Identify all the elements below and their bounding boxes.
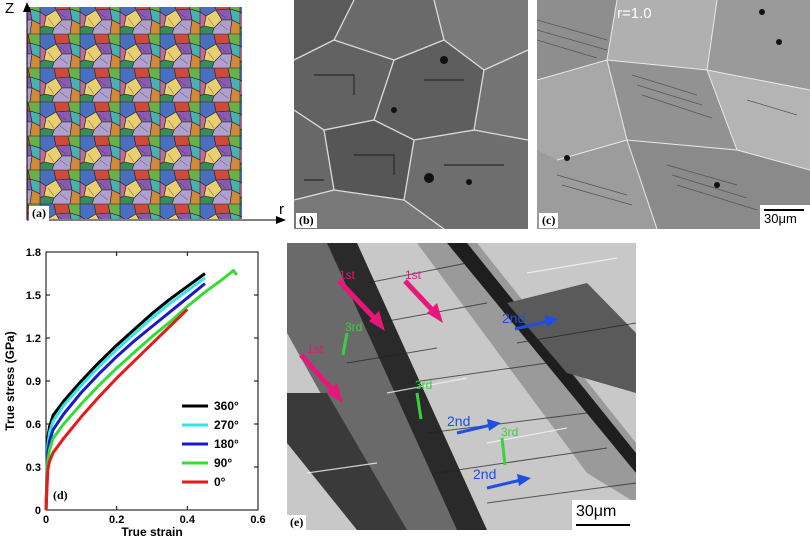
x-tick-label: 0 bbox=[43, 514, 49, 526]
arrow-1st-b bbox=[403, 279, 443, 323]
micrograph-e: 1st 1st 1st 2nd 2nd 2nd 3rd 3rd 3rd bbox=[287, 243, 636, 530]
arrow-1st-a bbox=[337, 279, 385, 331]
x-tick-label: 0.2 bbox=[109, 514, 124, 526]
arrow-2nd-c bbox=[486, 474, 531, 490]
y-axis-label: True stress (GPa) bbox=[3, 331, 17, 430]
axis-z-label: Z bbox=[5, 0, 15, 17]
y-tick-label: 1.2 bbox=[26, 333, 41, 345]
series-line-1 bbox=[44, 276, 206, 511]
legend-label-3: 90° bbox=[214, 456, 232, 470]
panel-a-label: (a) bbox=[29, 206, 49, 221]
y-tick-label: 0.3 bbox=[26, 462, 41, 474]
plot-frame bbox=[45, 251, 259, 511]
arrow-label-1st-c: 1st bbox=[307, 342, 324, 356]
legend-label-0: 360° bbox=[214, 399, 239, 413]
scalebar-e: 30μm bbox=[572, 500, 636, 530]
panel-d-label: (d) bbox=[53, 488, 68, 502]
arrow-2nd-a bbox=[514, 315, 559, 331]
stress-strain-chart: 0 0.3 0.6 0.9 1.2 1.5 1.8 0 0.2 0.4 0.6 True strain… bbox=[3, 247, 266, 539]
panel-a: Z r (a) bbox=[0, 0, 290, 230]
arrow-3rd-c bbox=[500, 437, 507, 466]
arrow-label-2nd-c: 2nd bbox=[473, 466, 496, 482]
legend-label-1: 270° bbox=[214, 418, 239, 432]
arrow-label-1st-b: 1st bbox=[405, 268, 422, 282]
x-tick-label: 0.4 bbox=[180, 514, 196, 526]
arrow-label-3rd-a: 3rd bbox=[345, 320, 362, 334]
arrow-3rd-a bbox=[341, 332, 349, 356]
scalebar-c: 30μm bbox=[760, 205, 810, 229]
y-tick-label: 0.9 bbox=[26, 376, 41, 388]
arrow-label-3rd-b: 3rd bbox=[415, 378, 432, 392]
arrow-label-3rd-c: 3rd bbox=[501, 425, 518, 439]
panel-c-label: (c) bbox=[539, 213, 559, 228]
series-line-2 bbox=[44, 282, 206, 511]
panel-b-label: (b) bbox=[296, 213, 317, 228]
scalebar-e-label: 30μm bbox=[576, 503, 617, 520]
panel-b: (b) bbox=[294, 0, 528, 229]
x-tick-label: 0.6 bbox=[250, 514, 265, 526]
scalebar-c-label: 30μm bbox=[764, 211, 797, 226]
arrow-1st-c bbox=[299, 353, 343, 403]
sem-image-b bbox=[294, 0, 528, 229]
y-tick-label: 1.5 bbox=[26, 290, 41, 302]
strain-ratio-annotation: r=1.0 bbox=[617, 5, 652, 22]
arrow-label-2nd-a: 2nd bbox=[502, 310, 525, 326]
panel-c: r=1.0 (c) 30μm bbox=[537, 0, 810, 229]
y-tick-label: 0 bbox=[35, 505, 41, 517]
series-line-0 bbox=[44, 272, 206, 511]
legend-label-2: 180° bbox=[214, 437, 239, 451]
axis-r-label: r bbox=[279, 201, 284, 218]
arrow-3rd-b bbox=[415, 392, 423, 420]
panel-e: 1st 1st 1st 2nd 2nd 2nd 3rd 3rd 3rd (e) … bbox=[287, 243, 636, 530]
grain-map bbox=[23, 2, 286, 224]
sem-image-c bbox=[537, 0, 810, 229]
panel-e-label: (e) bbox=[287, 515, 307, 530]
y-tick-label: 0.6 bbox=[26, 419, 41, 431]
legend-label-4: 0° bbox=[214, 475, 226, 489]
arrow-label-2nd-b: 2nd bbox=[447, 413, 470, 429]
y-tick-label: 1.8 bbox=[26, 247, 41, 259]
series-line-3 bbox=[44, 269, 238, 511]
series-line-4 bbox=[44, 308, 189, 511]
x-axis-label: True strain bbox=[121, 525, 182, 539]
arrow-label-1st-a: 1st bbox=[339, 268, 356, 282]
panel-d: 0 0.3 0.6 0.9 1.2 1.5 1.8 0 0.2 0.4 0.6 True strain… bbox=[0, 240, 280, 546]
arrow-2nd-b bbox=[456, 419, 501, 435]
